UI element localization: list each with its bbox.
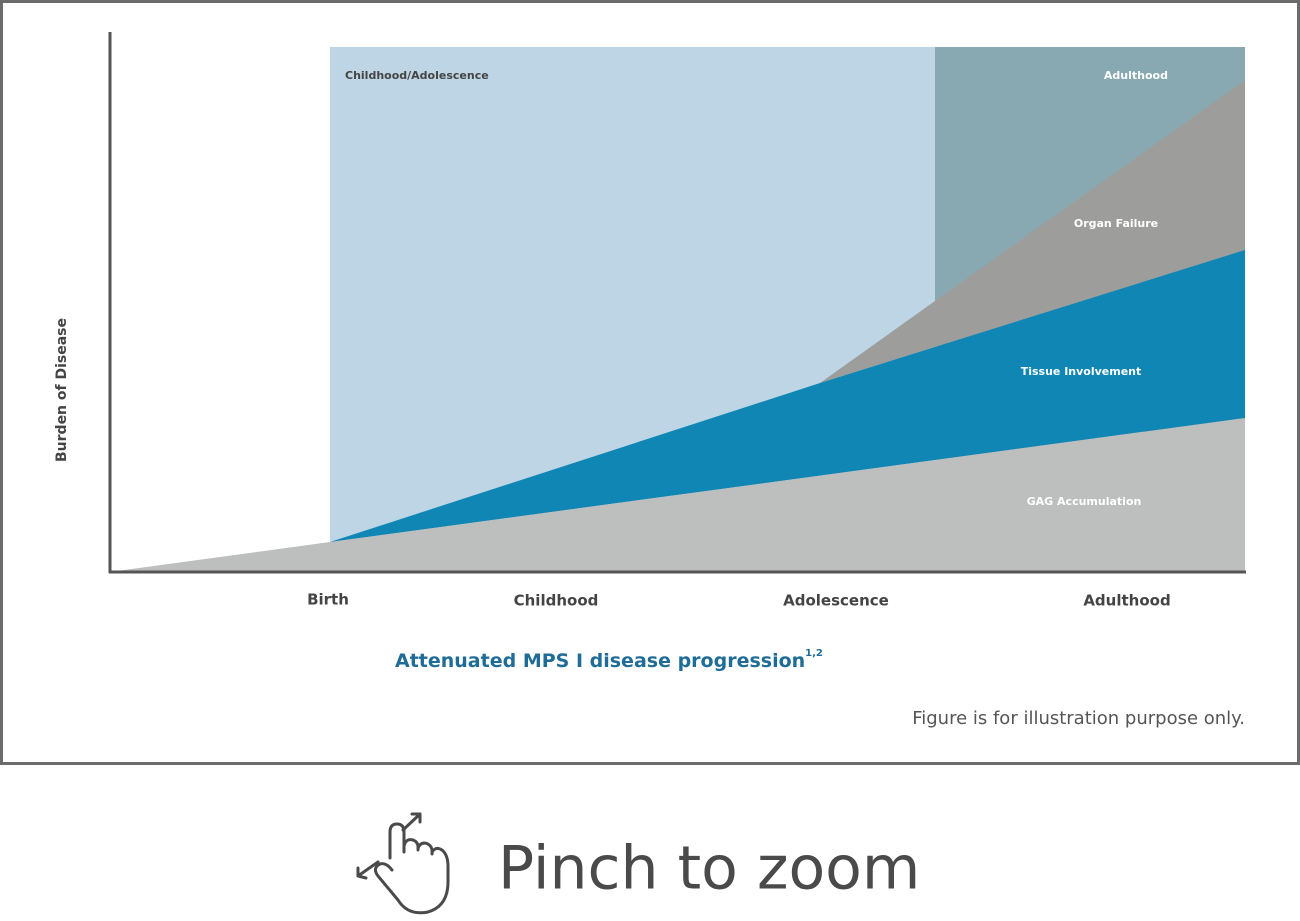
x-label: Adolescence bbox=[783, 592, 889, 610]
layer-label: Organ Failure bbox=[1074, 217, 1158, 230]
layer-label: GAG Accumulation bbox=[1027, 495, 1142, 508]
caption-superscript: 1,2 bbox=[805, 648, 823, 659]
note: Figure is for illustration purpose only. bbox=[912, 708, 1245, 729]
y-axis-label: Burden of Disease bbox=[54, 318, 70, 462]
x-label: Childhood bbox=[514, 592, 599, 610]
layer-label: Tissue Involvement bbox=[1021, 365, 1142, 378]
tissue-area bbox=[330, 250, 1245, 542]
pinch-hint: Pinch to zoom bbox=[498, 834, 920, 904]
caption-text: Attenuated MPS I disease progression bbox=[395, 650, 805, 672]
organ-failure-area bbox=[820, 80, 1245, 383]
caption: Attenuated MPS I disease progression1,2 bbox=[395, 648, 823, 672]
gag-area bbox=[110, 418, 1245, 572]
region-label: Childhood/Adolescence bbox=[345, 69, 489, 82]
region-label: Adulthood bbox=[1104, 69, 1168, 82]
pinch-icon bbox=[356, 812, 450, 915]
x-label: Birth bbox=[307, 591, 349, 609]
x-label: Adulthood bbox=[1083, 592, 1170, 610]
